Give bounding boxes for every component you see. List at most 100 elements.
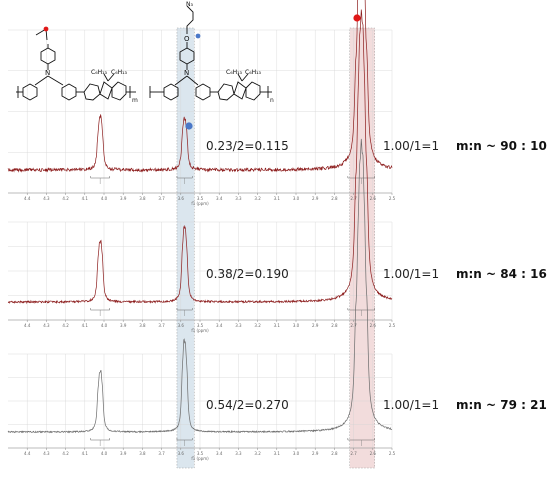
spectrum-panel-2: 4.4 4.3 4.2 4.1 4.0 3.9 3.8 3.7 3.6 3.5 3.4 3.3 3.2 3… bbox=[7, 9, 396, 333]
ratio-left-1: 0.23/2=0.115 bbox=[206, 139, 289, 153]
x-axis-label: f1 (ppm) bbox=[191, 201, 209, 206]
highlight-band-blue bbox=[176, 27, 195, 469]
x-tick-label: 4.1 bbox=[82, 323, 89, 328]
x-tick-label: 2.7 bbox=[350, 451, 357, 456]
x-tick-label: 2.6 bbox=[370, 196, 377, 201]
blue-dot-marker bbox=[185, 122, 193, 130]
result-3: m:n ~ 79 : 21 bbox=[456, 398, 547, 412]
x-tick-label: 3.9 bbox=[120, 196, 127, 201]
x-tick-label: 3.6 bbox=[178, 196, 185, 201]
x-tick-label: 2.8 bbox=[331, 323, 338, 328]
ratio-right-1: 1.00/1=1 bbox=[383, 139, 439, 153]
x-tick-label: 2.8 bbox=[331, 451, 338, 456]
x-tick-label: 3.9 bbox=[120, 323, 127, 328]
nitrogen-label-left: N bbox=[45, 69, 50, 77]
x-tick-label: 3.0 bbox=[293, 323, 300, 328]
x-tick-label: 3.8 bbox=[139, 451, 146, 456]
x-tick-label: 4.2 bbox=[62, 196, 69, 201]
x-tick-label: 3.1 bbox=[274, 451, 281, 456]
x-tick-label: 4.2 bbox=[62, 451, 69, 456]
x-tick-label: 3.7 bbox=[158, 196, 165, 201]
polymer-structure bbox=[16, 5, 272, 101]
integral-bracket bbox=[90, 176, 111, 179]
x-tick-label: 4.3 bbox=[43, 323, 50, 328]
nitrogen-label-right: N bbox=[184, 69, 189, 77]
x-tick-label: 4.4 bbox=[24, 196, 31, 201]
x-tick-label: 2.5 bbox=[389, 196, 396, 201]
red-dot-marker bbox=[353, 14, 361, 22]
x-tick-label: 3.7 bbox=[158, 451, 165, 456]
x-tick-label: 3.0 bbox=[293, 196, 300, 201]
x-tick-label: 3.0 bbox=[293, 451, 300, 456]
x-tick-label: 3.5 bbox=[197, 323, 204, 328]
x-tick-label: 2.6 bbox=[370, 451, 377, 456]
hexyl-label-left-2: C₆H₁₃ bbox=[111, 69, 128, 76]
x-tick-label: 4.4 bbox=[24, 451, 31, 456]
x-tick-label: 3.7 bbox=[158, 323, 165, 328]
oxygen-label: O bbox=[184, 35, 190, 43]
x-tick-label: 2.7 bbox=[350, 196, 357, 201]
x-tick-label: 3.1 bbox=[274, 323, 281, 328]
ratio-left-2: 0.38/2=0.190 bbox=[206, 267, 289, 281]
x-tick-label: 4.1 bbox=[82, 196, 89, 201]
hexyl-label-right-1: C₆H₁₃ bbox=[226, 69, 243, 76]
x-tick-label: 3.2 bbox=[254, 196, 261, 201]
x-tick-label: 4.2 bbox=[62, 323, 69, 328]
nmr-trace bbox=[7, 0, 393, 173]
ratio-right-2: 1.00/1=1 bbox=[383, 267, 439, 281]
x-tick-label: 3.5 bbox=[197, 451, 204, 456]
x-tick-label: 2.5 bbox=[389, 323, 396, 328]
hexyl-label-left-1: C₆H₁₃ bbox=[91, 69, 108, 76]
x-axis-label: f1 (ppm) bbox=[191, 328, 209, 333]
x-tick-label: 3.6 bbox=[178, 451, 185, 456]
x-tick-label: 3.2 bbox=[254, 323, 261, 328]
panel-2-annotations: 0.38/2=0.190 1.00/1=1 m:n ~ 84 : 16 bbox=[206, 267, 547, 281]
x-tick-label: 4.0 bbox=[101, 323, 108, 328]
x-tick-label: 3.8 bbox=[139, 196, 146, 201]
result-2: m:n ~ 84 : 16 bbox=[456, 267, 547, 281]
x-tick-label: 3.8 bbox=[139, 323, 146, 328]
x-tick-label: 3.9 bbox=[120, 451, 127, 456]
x-tick-label: 2.7 bbox=[350, 323, 357, 328]
nmr-trace bbox=[7, 138, 393, 434]
highlight-band-red bbox=[349, 27, 375, 469]
ratio-left-3: 0.54/2=0.270 bbox=[206, 398, 289, 412]
x-tick-label: 3.3 bbox=[235, 323, 242, 328]
x-axis-label: f1 (ppm) bbox=[191, 456, 209, 461]
x-tick-label: 4.3 bbox=[43, 196, 50, 201]
x-tick-label: 3.3 bbox=[235, 196, 242, 201]
x-tick-label: 4.0 bbox=[101, 196, 108, 201]
ratio-right-3: 1.00/1=1 bbox=[383, 398, 439, 412]
integral-bracket bbox=[90, 308, 111, 311]
x-tick-label: 3.4 bbox=[216, 323, 223, 328]
nmr-trace bbox=[7, 9, 393, 305]
x-tick-label: 4.1 bbox=[82, 451, 89, 456]
x-tick-label: 3.1 bbox=[274, 196, 281, 201]
spectrum-panel-1: 4.4 4.3 4.2 4.1 4.0 3.9 3.8 3.7 3.6 3.5 3.4 3.3 3.2 3… bbox=[7, 0, 396, 206]
x-tick-label: 2.9 bbox=[312, 196, 319, 201]
x-tick-label: 2.9 bbox=[312, 323, 319, 328]
x-tick-label: 3.4 bbox=[216, 451, 223, 456]
hexyl-label-right-2: C₆H₁₃ bbox=[245, 69, 262, 76]
azide-label: N₃ bbox=[186, 1, 193, 8]
highlight-bands bbox=[176, 27, 375, 469]
x-tick-label: 2.9 bbox=[312, 451, 319, 456]
x-tick-label: 3.4 bbox=[216, 196, 223, 201]
x-tick-label: 2.8 bbox=[331, 196, 338, 201]
blue-dot-marker-structure bbox=[195, 33, 201, 39]
panel-1-annotations: 0.23/2=0.115 1.00/1=1 m:n ~ 90 : 10 bbox=[206, 139, 547, 153]
integral-bracket bbox=[90, 438, 111, 441]
red-dot-marker-structure bbox=[43, 26, 49, 32]
subscript-m: m bbox=[132, 97, 138, 104]
x-tick-label: 4.0 bbox=[101, 451, 108, 456]
spectrum-panels: 4.4 4.3 4.2 4.1 4.0 3.9 3.8 3.7 3.6 3.5 3.4 3.3 3.2 3… bbox=[7, 0, 396, 461]
panel-3-annotations: 0.54/2=0.270 1.00/1=1 m:n ~ 79 : 21 bbox=[206, 398, 547, 412]
x-tick-label: 3.2 bbox=[254, 451, 261, 456]
result-1: m:n ~ 90 : 10 bbox=[456, 139, 547, 153]
x-tick-label: 2.5 bbox=[389, 451, 396, 456]
x-tick-label: 3.6 bbox=[178, 323, 185, 328]
spectrum-panel-3: 4.4 4.3 4.2 4.1 4.0 3.9 3.8 3.7 3.6 3.5 3.4 3.3 3.2 3… bbox=[7, 138, 396, 461]
subscript-n: n bbox=[270, 97, 274, 104]
x-tick-label: 2.6 bbox=[370, 323, 377, 328]
